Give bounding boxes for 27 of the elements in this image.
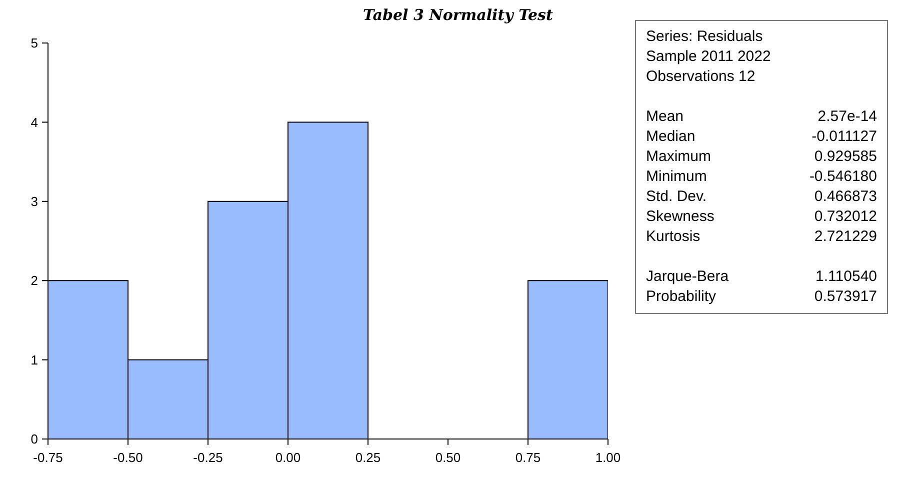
text: Observations 12 (646, 67, 756, 87)
x-tick-label: 0.75 (515, 450, 541, 466)
text: Kurtosis 2.721229 (646, 228, 877, 245)
x-tick-label: -0.25 (193, 450, 223, 466)
text: Sample 2011 2022 (646, 47, 771, 67)
y-tick-label: 4 (30, 114, 38, 130)
text: Series: Residuals (646, 27, 763, 47)
text: Minimum -0.546180 (646, 168, 877, 185)
text: Probability 0.573917 (646, 288, 877, 305)
text: Jarque-Bera 1.110540 (646, 268, 877, 285)
x-tick-label: -0.50 (113, 450, 143, 466)
y-tick-label: 1 (30, 352, 38, 368)
y-tick-label: 3 (30, 194, 38, 210)
text: Skewness 0.732012 (646, 208, 877, 225)
y-tick-label: 2 (30, 273, 38, 288)
y-tick-label: 0 (30, 432, 38, 447)
y-tick-label: 5 (30, 36, 38, 51)
x-tick-label: 0.25 (355, 450, 381, 466)
x-tick-label: -0.75 (33, 450, 63, 466)
text: Mean 2.57e-14 (646, 108, 877, 125)
x-tick-label: 0.00 (275, 450, 301, 466)
text: Std. Dev. 0.466873 (646, 188, 877, 205)
text: Median -0.011127 (646, 128, 877, 145)
x-tick-label: 0.50 (435, 450, 461, 466)
chart-title: Tabel 3 Normality Test (362, 6, 554, 24)
text: Maximum 0.929585 (646, 148, 877, 165)
x-tick-label: 1.00 (595, 450, 621, 466)
